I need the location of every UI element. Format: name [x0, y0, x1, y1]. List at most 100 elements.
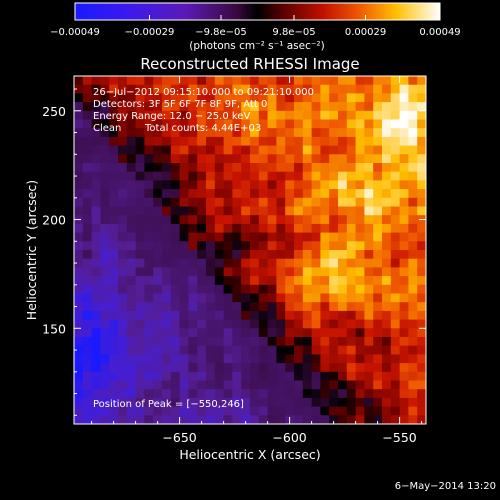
heatmap-cell: [302, 354, 313, 364]
heatmap-cell: [214, 128, 225, 138]
heatmap-cell: [162, 284, 172, 295]
heatmap-cell: [223, 223, 233, 234]
heatmap-cell: [250, 163, 260, 173]
heatmap-cell: [179, 267, 189, 277]
heatmap-cell: [250, 258, 260, 268]
heatmap-cell: [329, 180, 339, 190]
heatmap-cell: [267, 180, 277, 190]
heatmap-cell: [179, 250, 189, 260]
heatmap-cell: [267, 93, 277, 103]
heatmap-cell: [390, 128, 401, 138]
heatmap-cell: [241, 354, 251, 364]
heatmap-cell: [408, 119, 418, 129]
heatmap-cell: [408, 215, 418, 225]
heatmap-cell: [179, 337, 189, 347]
heatmap-cell: [206, 328, 216, 338]
heatmap-cell: [118, 232, 128, 242]
heatmap-cell: [100, 371, 110, 382]
heatmap-cell: [346, 328, 357, 338]
heatmap-cell: [417, 337, 426, 347]
heatmap-cell: [285, 119, 295, 129]
heatmap-cell: [170, 328, 181, 338]
heatmap-cell: [417, 397, 426, 408]
heatmap-cell: [126, 328, 137, 338]
heatmap-cell: [197, 241, 207, 251]
heatmap-cell: [241, 84, 251, 94]
heatmap-cell: [144, 363, 154, 373]
heatmap-cell: [382, 337, 392, 347]
heatmap-cell: [82, 397, 93, 408]
heatmap-cell: [188, 363, 198, 373]
heatmap-cell: [126, 267, 137, 277]
heatmap-cell: [135, 102, 145, 112]
heatmap-cell: [302, 180, 313, 190]
heatmap-cell: [162, 128, 172, 138]
heatmap-cell: [232, 310, 242, 321]
heatmap-cell: [382, 180, 392, 190]
heatmap-cell: [294, 223, 304, 234]
heatmap-cell: [417, 232, 426, 242]
heatmap-cell: [399, 380, 409, 390]
heatmap-cell: [329, 241, 339, 251]
heatmap-cell: [285, 215, 295, 225]
heatmap-cell: [179, 276, 189, 286]
heatmap-cell: [82, 119, 93, 129]
heatmap-cell: [302, 119, 313, 129]
heatmap-cell: [162, 232, 172, 242]
heatmap-cell: [135, 415, 145, 424]
heatmap-cell: [390, 302, 401, 312]
heatmap-cell: [382, 267, 392, 277]
heatmap-cell: [346, 180, 357, 190]
heatmap-cell: [179, 163, 189, 173]
heatmap-cell: [170, 145, 181, 155]
heatmap-cell: [399, 197, 409, 208]
heatmap-cell: [311, 223, 321, 234]
heatmap-cell: [382, 302, 392, 312]
heatmap-cell: [126, 310, 137, 321]
heatmap-cell: [241, 406, 251, 416]
heatmap-cell: [214, 84, 225, 94]
heatmap-cell: [338, 180, 348, 190]
heatmap-cell: [188, 154, 198, 164]
heatmap-cell: [355, 102, 365, 112]
heatmap-cell: [285, 319, 295, 329]
heatmap-cell: [153, 136, 163, 147]
heatmap-cell: [144, 145, 154, 155]
heatmap-cell: [417, 102, 426, 112]
heatmap-cell: [206, 250, 216, 260]
heatmap-cell: [241, 415, 251, 424]
heatmap-cell: [417, 389, 426, 399]
heatmap-cell: [135, 189, 145, 199]
heatmap-cell: [250, 102, 260, 112]
heatmap-cell: [338, 241, 348, 251]
heatmap-cell: [329, 145, 339, 155]
heatmap-cell: [285, 389, 295, 399]
heatmap-cell: [197, 189, 207, 199]
heatmap-cell: [399, 110, 409, 121]
heatmap-cell: [373, 276, 383, 286]
heatmap-cell: [390, 180, 401, 190]
heatmap-cell: [285, 93, 295, 103]
heatmap-cell: [267, 197, 277, 208]
heatmap-cell: [285, 189, 295, 199]
heatmap-cell: [390, 276, 401, 286]
heatmap-cell: [302, 84, 313, 94]
heatmap-cell: [417, 223, 426, 234]
heatmap-cell: [126, 119, 137, 129]
heatmap-cell: [355, 145, 365, 155]
heatmap-cell: [170, 389, 181, 399]
heatmap-cell: [118, 154, 128, 164]
heatmap-cell: [162, 337, 172, 347]
heatmap-cell: [329, 84, 339, 94]
heatmap-cell: [302, 371, 313, 382]
heatmap-cell: [206, 215, 216, 225]
heatmap-cell: [214, 241, 225, 251]
heatmap-cell: [118, 328, 128, 338]
heatmap-cell: [258, 267, 269, 277]
heatmap-cell: [285, 206, 295, 216]
heatmap-cell: [179, 354, 189, 364]
heatmap-cell: [390, 110, 401, 121]
heatmap-cell: [267, 145, 277, 155]
heatmap-cell: [162, 189, 172, 199]
heatmap-cell: [223, 180, 233, 190]
